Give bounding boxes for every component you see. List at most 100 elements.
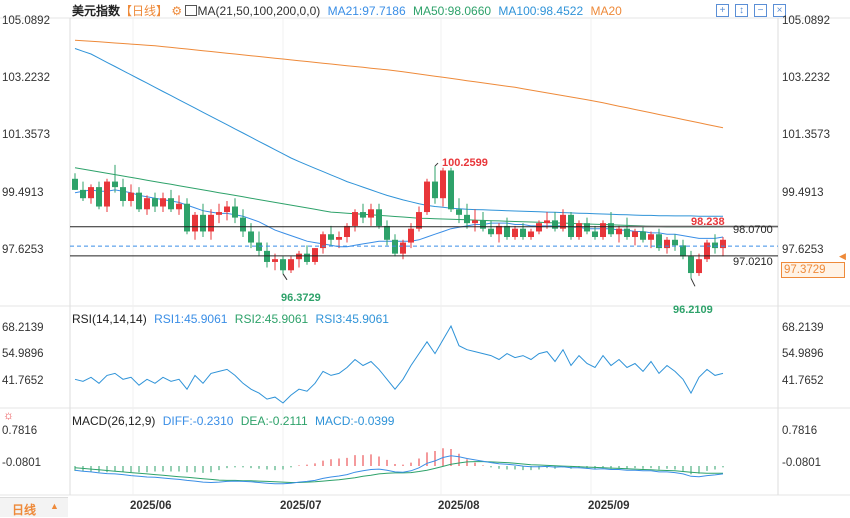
high-annotation: 100.2599 bbox=[442, 157, 488, 169]
macd-tick-right: -0.0801 bbox=[782, 457, 822, 469]
candle-body bbox=[384, 225, 390, 240]
rsi2-value: RSI2:45.9061 bbox=[234, 312, 309, 326]
candle-body bbox=[176, 203, 182, 210]
candle-body bbox=[712, 242, 718, 249]
rsi-tick-right: 41.7652 bbox=[782, 375, 824, 387]
macd-lines bbox=[74, 448, 724, 485]
candle-body bbox=[440, 170, 446, 199]
ma-annotation: 98.238 bbox=[691, 216, 725, 228]
candle-body bbox=[168, 198, 174, 210]
candle-body bbox=[528, 231, 534, 238]
candle-body bbox=[448, 170, 454, 210]
candle-body bbox=[520, 228, 526, 238]
level-label-upper: 98.0700 bbox=[733, 224, 773, 236]
price-marker-icon: ◀ bbox=[839, 251, 846, 261]
candle-body bbox=[320, 234, 326, 249]
candle-body bbox=[328, 234, 334, 240]
candle-body bbox=[616, 228, 622, 235]
candlesticks bbox=[72, 164, 726, 279]
candle-body bbox=[416, 212, 422, 229]
grid-lines bbox=[0, 17, 850, 496]
rsi-tick-right: 68.2139 bbox=[782, 322, 824, 334]
candle-body bbox=[232, 206, 238, 218]
rsi-tick-left: 68.2139 bbox=[2, 322, 44, 334]
compare-icon[interactable]: ↕ bbox=[735, 4, 748, 17]
period-label[interactable]: 【日线】 bbox=[120, 4, 169, 18]
candle-body bbox=[472, 220, 478, 224]
candle-body bbox=[376, 209, 382, 226]
candle-body bbox=[672, 239, 678, 246]
candle-body bbox=[112, 181, 118, 188]
candle-body bbox=[480, 220, 486, 229]
candle-body bbox=[80, 189, 86, 199]
rsi-tick-left: 41.7652 bbox=[2, 375, 44, 387]
candle-body bbox=[160, 198, 166, 207]
candle-body bbox=[248, 231, 254, 243]
ma-label: MA(21,50,100,200,0,0) bbox=[197, 4, 321, 18]
rsi-lines bbox=[74, 324, 724, 404]
candle-body bbox=[656, 234, 662, 249]
candle-body bbox=[704, 242, 710, 260]
macd-header: MACD(26,12,9) DIFF:-0.2310 DEA:-0.2111 M… bbox=[72, 414, 394, 428]
price-tick-left: 105.0892 bbox=[2, 15, 50, 27]
low-annotation-sept: 96.2109 bbox=[673, 304, 713, 316]
candle-body bbox=[496, 225, 502, 235]
candle-body bbox=[144, 198, 150, 210]
candle-body bbox=[568, 214, 574, 238]
price-tick-right: 97.6253 bbox=[782, 244, 824, 256]
price-tick-right: 101.3573 bbox=[782, 129, 830, 141]
main-header: 美元指数【日线】 ⚙ MA(21,50,100,200,0,0) MA21:97… bbox=[72, 4, 622, 18]
candle-body bbox=[632, 231, 638, 238]
diff-value: DIFF:-0.2310 bbox=[162, 414, 234, 428]
candle-body bbox=[240, 217, 246, 232]
rsi-tick-right: 54.9896 bbox=[782, 348, 824, 360]
period-selector[interactable]: 日线 ▲ bbox=[0, 497, 68, 517]
low-pointer bbox=[282, 273, 288, 281]
candle-body bbox=[640, 231, 646, 240]
candle-body bbox=[88, 187, 94, 199]
candle-body bbox=[264, 250, 270, 262]
low-pointer bbox=[690, 278, 696, 287]
high-pointer bbox=[434, 162, 439, 167]
zoom-in-icon[interactable]: + bbox=[716, 4, 729, 17]
candle-body bbox=[208, 214, 214, 232]
rsi-tick-left: 54.9896 bbox=[2, 348, 44, 360]
rsi-header: RSI(14,14,14) RSI1:45.9061 RSI2:45.9061 … bbox=[72, 312, 389, 326]
candle-body bbox=[216, 212, 222, 215]
candle-body bbox=[424, 181, 430, 213]
price-tick-left: 97.6253 bbox=[2, 244, 44, 256]
rsi-label: RSI(14,14,14) bbox=[72, 312, 147, 326]
candle-body bbox=[576, 223, 582, 238]
candle-body bbox=[536, 223, 542, 232]
candle-body bbox=[224, 206, 230, 213]
candle-body bbox=[408, 228, 414, 243]
candle-body bbox=[272, 259, 278, 262]
macd-tick-right: 0.7816 bbox=[782, 425, 818, 437]
candle-body bbox=[72, 178, 78, 190]
candle-body bbox=[192, 214, 198, 232]
symbol-name: 美元指数 bbox=[72, 4, 121, 18]
candle-body bbox=[280, 259, 286, 271]
candle-body bbox=[336, 237, 342, 240]
candle-body bbox=[152, 198, 158, 207]
ma100-value: MA100:98.4522 bbox=[498, 4, 584, 18]
settings-icon[interactable]: ⚙ bbox=[171, 4, 183, 18]
candle-body bbox=[120, 187, 126, 201]
indicator-settings-icon[interactable]: ☼ bbox=[3, 408, 14, 422]
rsi-line bbox=[74, 324, 724, 404]
price-tick-left: 103.2232 bbox=[2, 72, 50, 84]
horizontal-levels bbox=[70, 162, 778, 287]
candle-body bbox=[464, 214, 470, 224]
minimize-icon[interactable]: − bbox=[754, 4, 767, 17]
ma20-value: MA20 bbox=[590, 4, 622, 18]
candle-body bbox=[128, 192, 134, 201]
candle-body bbox=[648, 234, 654, 240]
x-tick: 2025/08 bbox=[438, 500, 480, 512]
candle-body bbox=[488, 228, 494, 235]
dea-value: DEA:-0.2111 bbox=[240, 414, 308, 428]
candle-body bbox=[664, 239, 670, 249]
candle-body bbox=[680, 245, 686, 257]
macd-label: MACD(26,12,9) bbox=[72, 414, 156, 428]
close-icon[interactable]: × bbox=[773, 4, 786, 17]
rsi3-value: RSI3:45.9061 bbox=[315, 312, 389, 326]
